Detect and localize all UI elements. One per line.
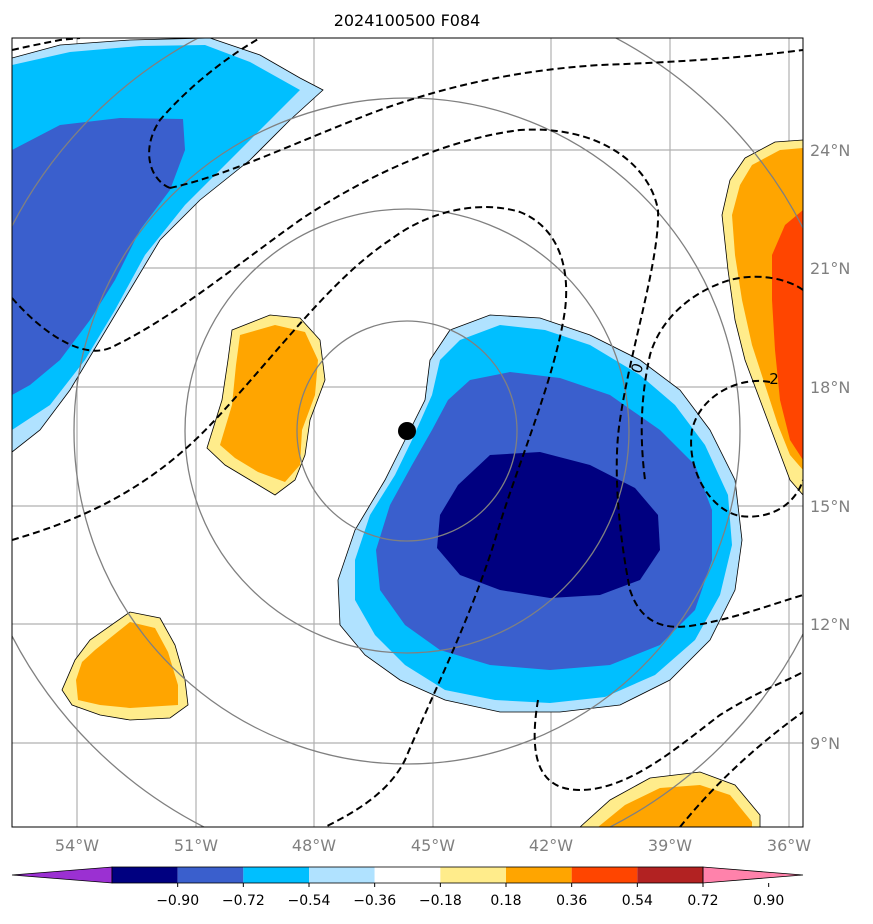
lon-tick-label: 48°W — [292, 836, 336, 855]
colorbar-bin — [309, 867, 375, 883]
map-area: 0 2 — [12, 38, 803, 827]
colorbar: −0.90 −0.72 −0.54 −0.36 −0.18 0.18 0.36 0.54 0.7… — [11, 866, 804, 909]
colorbar-tick-label: −0.72 — [222, 893, 265, 909]
colorbar-tick-label: 0.90 — [753, 893, 784, 909]
positive-region-east — [721, 139, 803, 496]
dashed-contours — [12, 38, 803, 827]
contour-line — [12, 128, 803, 628]
chart-title: 2024100500 F084 — [334, 11, 481, 30]
colorbar-bin — [637, 867, 703, 883]
contour-line — [12, 38, 81, 51]
storm-center-marker — [398, 422, 416, 440]
colorbar-tick-label: 0.54 — [622, 893, 653, 909]
range-ring — [73, 97, 741, 765]
colorbar-tick-label: 0.72 — [687, 893, 718, 909]
colorbar-bin — [506, 867, 572, 883]
lat-tick-label: 24°N — [810, 141, 850, 160]
lon-tick-label: 51°W — [174, 836, 218, 855]
range-ring — [184, 208, 630, 654]
range-rings — [12, 38, 803, 827]
colorbar-bin — [374, 867, 441, 883]
colorbar-tick-label: 0.36 — [556, 893, 587, 909]
colorbar-bin — [243, 867, 309, 883]
lat-tick-label: 12°N — [810, 615, 850, 634]
latitude-labels: 24°N 21°N 18°N 15°N 12°N 9°N — [810, 141, 850, 753]
colorbar-tick-label: −0.90 — [156, 893, 199, 909]
contour-line — [148, 38, 261, 189]
lon-tick-label: 54°W — [55, 836, 99, 855]
positive-region-south — [579, 771, 761, 827]
contour-line — [12, 206, 568, 827]
positive-region-southwest — [61, 611, 189, 721]
lat-tick-label: 9°N — [810, 734, 840, 753]
lat-tick-label: 15°N — [810, 497, 850, 516]
map-frame — [11, 37, 804, 828]
lon-tick-label: 39°W — [648, 836, 692, 855]
colorbar-extend-low — [11, 866, 113, 884]
range-ring — [296, 320, 518, 542]
colorbar-tick-label: −0.54 — [288, 893, 331, 909]
lat-tick-label: 21°N — [810, 259, 850, 278]
colorbar-frame — [111, 866, 704, 884]
positive-region-west — [206, 314, 326, 496]
lon-tick-label: 45°W — [411, 836, 455, 855]
lon-tick-label: 42°W — [529, 836, 573, 855]
contour-line — [533, 671, 803, 792]
contour-line — [679, 711, 803, 827]
contour-line — [690, 379, 803, 518]
negative-region-northwest — [12, 38, 324, 453]
contour-label: 2 — [769, 370, 779, 388]
colorbar-extend-high — [702, 866, 804, 884]
lat-tick-label: 18°N — [810, 378, 850, 397]
colorbar-tick-label: −0.18 — [419, 893, 462, 909]
colorbar-bin — [440, 867, 506, 883]
longitude-labels: 54°W 51°W 48°W 45°W 42°W 39°W 36°W — [55, 836, 811, 855]
colorbar-bin — [571, 867, 638, 883]
colorbar-tick-label: 0.18 — [490, 893, 521, 909]
colorbar-bin — [112, 867, 178, 883]
colorbar-tick-label: −0.36 — [353, 893, 396, 909]
colorbar-bin — [177, 867, 244, 883]
contour-line — [169, 49, 803, 189]
lon-tick-label: 36°W — [767, 836, 811, 855]
